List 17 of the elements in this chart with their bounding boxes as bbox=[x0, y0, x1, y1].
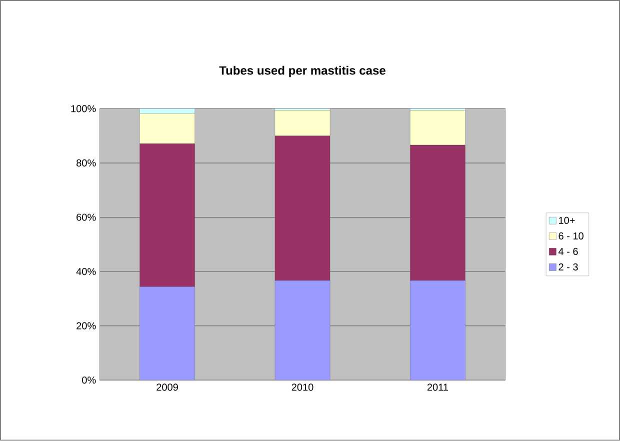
y-tick-label: 40% bbox=[76, 268, 96, 276]
legend-label: 6 - 10 bbox=[558, 232, 584, 240]
y-tick-label: 20% bbox=[76, 322, 96, 330]
bar bbox=[274, 280, 330, 380]
chart-title: Tubes used per mastitis case bbox=[219, 66, 386, 78]
bar bbox=[410, 280, 466, 380]
x-tick-label: 2010 bbox=[292, 384, 314, 391]
x-tick-label: 2009 bbox=[156, 384, 178, 391]
y-tick-label: 60% bbox=[76, 214, 96, 221]
legend-label: 10+ bbox=[559, 217, 575, 224]
y-tick-label: 100% bbox=[71, 105, 96, 112]
bar bbox=[140, 286, 195, 380]
y-tick-label: 0% bbox=[82, 376, 96, 384]
legend-label: 4 - 6 bbox=[558, 248, 578, 256]
x-tick-label: 2011 bbox=[427, 384, 448, 391]
legend-label: 2 - 3 bbox=[558, 264, 578, 271]
y-tick-label: 80% bbox=[76, 160, 96, 167]
